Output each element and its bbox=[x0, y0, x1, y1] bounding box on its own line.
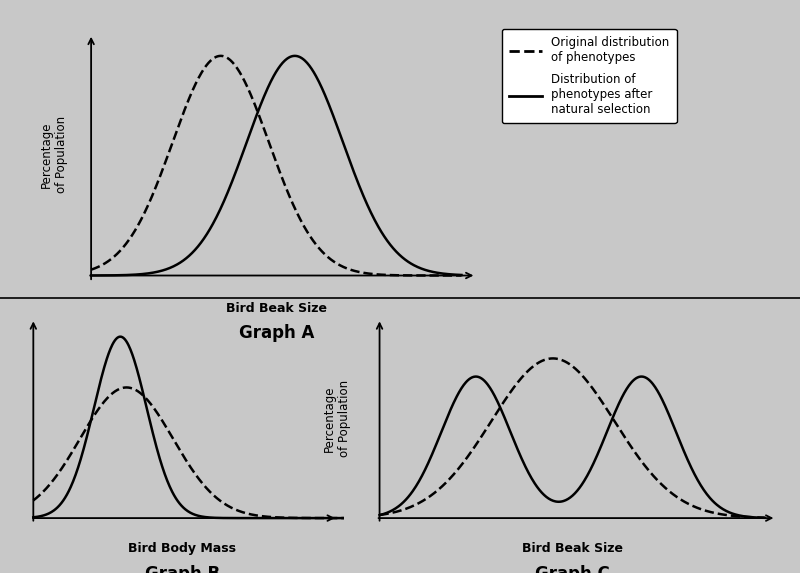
Text: Bird Beak Size: Bird Beak Size bbox=[522, 541, 622, 555]
Text: Bird Body Mass: Bird Body Mass bbox=[129, 541, 237, 555]
Text: Graph C: Graph C bbox=[534, 565, 610, 573]
Text: Bird Beak Size: Bird Beak Size bbox=[226, 302, 326, 315]
Text: Graph A: Graph A bbox=[238, 324, 314, 342]
Legend: Original distribution
of phenotypes, Distribution of
phenotypes after
natural se: Original distribution of phenotypes, Dis… bbox=[502, 29, 677, 123]
Text: Graph B: Graph B bbox=[145, 565, 220, 573]
Text: Percentage
of Population: Percentage of Population bbox=[40, 116, 68, 193]
Text: Percentage
of Population: Percentage of Population bbox=[323, 380, 351, 457]
